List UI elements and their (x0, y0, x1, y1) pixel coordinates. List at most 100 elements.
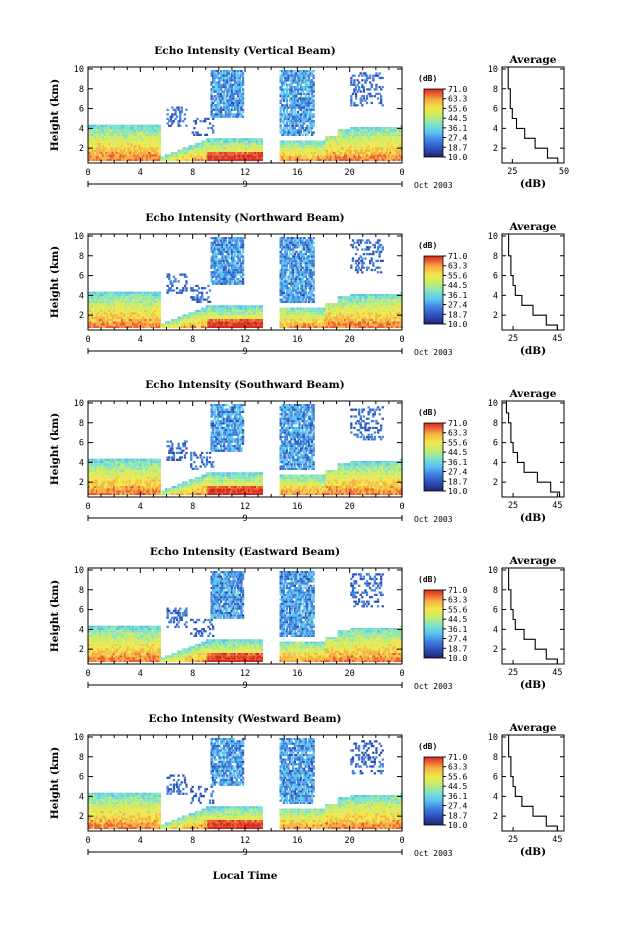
x-tick-label: 16 (292, 669, 302, 679)
colorbar-tick-label: 44.5 (448, 615, 467, 624)
avg-x-tick-label: 25 (508, 334, 518, 344)
panel-3: Echo Intensity (Eastward Beam) Height (km… (49, 546, 565, 691)
colorbar-tick-label: 63.3 (448, 262, 467, 271)
y-tick-label: 6 (79, 773, 84, 783)
avg-y-tick-label: 6 (493, 773, 498, 783)
date-label: Oct 2003 (414, 682, 453, 691)
colorbar (423, 422, 444, 492)
y-tick-label: 4 (79, 458, 84, 468)
colorbar-tick-label: 44.5 (448, 114, 467, 123)
date-label: Oct 2003 (414, 348, 453, 357)
colorbar-tick-label: 71.0 (448, 85, 467, 94)
colorbar-tick-label: 55.6 (448, 438, 467, 447)
x-tick-label: 20 (345, 836, 355, 846)
colorbar-tick-label: 18.7 (448, 143, 467, 152)
heatmap-cells (88, 738, 403, 829)
x-tick-label: 8 (190, 669, 195, 679)
avg-y-tick-label: 10 (488, 566, 498, 576)
average-title: Average (509, 722, 557, 734)
x-tick-label: 4 (138, 836, 143, 846)
avg-y-tick-label: 6 (493, 272, 498, 282)
avg-y-tick-label: 8 (493, 419, 498, 429)
colorbar-tick-label: 18.7 (448, 644, 467, 653)
colorbar-tick-label: 36.1 (448, 291, 467, 300)
y-tick-label: 8 (79, 753, 84, 763)
x-tick-label: 16 (292, 502, 302, 512)
x-tick-label: 0 (85, 168, 90, 178)
average-frame (501, 567, 565, 665)
panel-title: Echo Intensity (Vertical Beam) (154, 45, 335, 57)
y-axis-label: Height (km) (49, 413, 61, 485)
average-profile-line (508, 735, 558, 831)
date-label: Oct 2003 (414, 849, 453, 858)
x-tick-label: 4 (138, 335, 143, 345)
y-axis-label: Height (km) (49, 79, 61, 151)
colorbar-tick-label: 36.1 (448, 625, 467, 634)
x-tick-label: 16 (292, 836, 302, 846)
day-marker: 9 (242, 681, 247, 691)
avg-y-tick-label: 2 (493, 311, 498, 321)
average-frame (501, 400, 565, 498)
avg-y-tick-label: 6 (493, 606, 498, 616)
avg-x-tick-label: 25 (508, 668, 518, 678)
date-label: Oct 2003 (414, 515, 453, 524)
avg-y-tick-label: 10 (488, 733, 498, 743)
x-tick-label: 0 (399, 502, 404, 512)
x-tick-label: 8 (190, 836, 195, 846)
colorbar-tick-label: 71.0 (448, 753, 467, 762)
day-marker: 9 (242, 848, 247, 858)
x-tick-label: 4 (138, 669, 143, 679)
colorbar-tick-label: 18.7 (448, 477, 467, 486)
y-tick-label: 8 (79, 586, 84, 596)
colorbar-tick-label: 27.4 (448, 301, 467, 310)
average-title: Average (509, 388, 557, 400)
y-tick-label: 2 (79, 144, 84, 154)
avg-x-tick-label: 25 (508, 501, 518, 511)
y-tick-label: 4 (79, 124, 84, 134)
y-axis-label: Height (km) (49, 246, 61, 318)
colorbar (423, 88, 444, 158)
colorbar-tick-label: 44.5 (448, 782, 467, 791)
avg-y-tick-label: 4 (493, 625, 498, 635)
avg-y-tick-label: 2 (493, 812, 498, 822)
colorbar-title: (dB) (418, 742, 437, 751)
x-axis-label: Local Time (213, 870, 278, 882)
colorbar-title: (dB) (418, 241, 437, 250)
colorbar-tick-label: 71.0 (448, 419, 467, 428)
colorbar-tick-label: 10.0 (448, 153, 467, 162)
x-tick-label: 4 (138, 168, 143, 178)
colorbar-tick-label: 55.6 (448, 605, 467, 614)
avg-y-tick-label: 4 (493, 792, 498, 802)
avg-y-tick-label: 2 (493, 645, 498, 655)
x-tick-label: 0 (85, 836, 90, 846)
avg-y-tick-label: 10 (488, 65, 498, 75)
panel-title: Echo Intensity (Northward Beam) (145, 212, 344, 224)
colorbar (423, 756, 444, 826)
avg-y-tick-label: 8 (493, 85, 498, 95)
y-tick-label: 6 (79, 606, 84, 616)
y-tick-label: 8 (79, 85, 84, 95)
day-marker: 9 (242, 180, 247, 190)
colorbar-title: (dB) (418, 408, 437, 417)
colorbar-tick-label: 71.0 (448, 586, 467, 595)
avg-x-label: (dB) (520, 679, 546, 691)
average-profile-line (508, 568, 558, 664)
average-title: Average (509, 54, 557, 66)
colorbar-title: (dB) (418, 74, 437, 83)
avg-x-tick-label: 45 (552, 501, 562, 511)
y-tick-label: 2 (79, 478, 84, 488)
x-tick-label: 12 (240, 836, 250, 846)
x-tick-label: 20 (345, 168, 355, 178)
colorbar-tick-label: 63.3 (448, 596, 467, 605)
panel-2: Echo Intensity (Southward Beam) Height (k… (49, 379, 565, 524)
x-tick-label: 0 (85, 335, 90, 345)
avg-y-tick-label: 4 (493, 291, 498, 301)
avg-x-tick-label: 50 (559, 167, 569, 177)
y-tick-label: 10 (74, 232, 84, 242)
avg-x-label: (dB) (520, 178, 546, 190)
average-profile-line (507, 67, 559, 163)
colorbar-tick-label: 63.3 (448, 95, 467, 104)
x-tick-label: 0 (399, 335, 404, 345)
average-frame (501, 66, 565, 164)
